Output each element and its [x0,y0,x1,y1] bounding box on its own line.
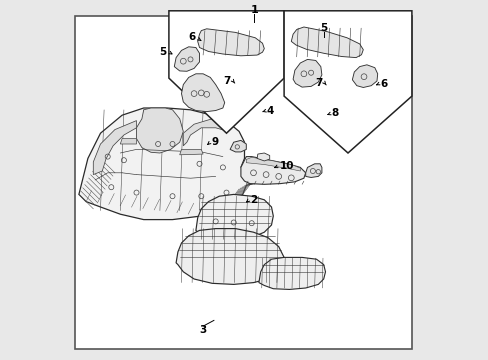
Text: 8: 8 [331,108,338,118]
Polygon shape [292,59,321,87]
Polygon shape [197,29,264,56]
Text: 6: 6 [380,78,387,89]
Polygon shape [241,157,305,184]
Polygon shape [179,149,203,155]
Polygon shape [258,257,325,289]
Polygon shape [174,47,199,71]
Polygon shape [176,229,284,284]
Text: 3: 3 [199,325,206,336]
Text: 7: 7 [223,76,230,86]
Polygon shape [352,65,377,87]
Polygon shape [136,108,183,153]
Polygon shape [183,119,228,146]
Text: 2: 2 [249,195,257,205]
Polygon shape [168,11,284,133]
Text: 4: 4 [266,106,274,116]
Polygon shape [93,121,136,175]
Text: 5: 5 [159,47,166,57]
Polygon shape [230,140,246,152]
Polygon shape [196,194,273,241]
Polygon shape [246,157,300,171]
Polygon shape [305,164,321,177]
Text: 5: 5 [320,23,326,33]
Text: 6: 6 [188,32,196,42]
Polygon shape [79,108,264,220]
Text: 7: 7 [315,78,322,88]
Text: 1: 1 [250,5,258,15]
Polygon shape [291,27,363,58]
Polygon shape [120,139,136,144]
Text: 10: 10 [279,161,294,171]
Polygon shape [257,153,269,161]
Polygon shape [284,11,411,153]
Polygon shape [181,74,224,112]
Text: 9: 9 [211,137,218,147]
